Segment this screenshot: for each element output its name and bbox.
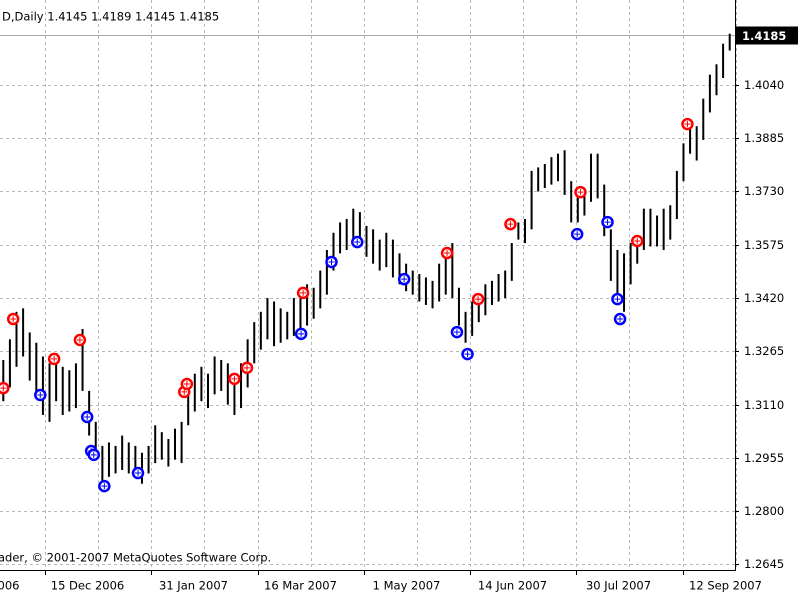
signal-cross xyxy=(135,470,142,477)
signal-cross xyxy=(76,337,83,344)
signal-cross xyxy=(401,276,408,283)
signal-cross xyxy=(453,329,460,336)
signal-cross xyxy=(298,330,305,337)
signal-cross xyxy=(101,483,108,490)
signal-marker xyxy=(296,286,310,300)
signal-cross xyxy=(444,250,451,257)
signal-cross xyxy=(84,414,91,421)
signal-marker xyxy=(0,381,10,395)
signal-cross xyxy=(475,296,482,303)
signal-cross xyxy=(300,289,307,296)
signal-marker xyxy=(6,312,20,326)
signal-cross xyxy=(684,121,691,128)
axes: 1.4040 1.3885 1.3730 1.3575 1.3420 1.3265 1.31… xyxy=(0,26,798,593)
signal-marker xyxy=(131,466,145,480)
y-tick-label: 1.2645 xyxy=(744,557,784,571)
y-tick-label: 1.3420 xyxy=(744,291,784,305)
signal-marker xyxy=(80,410,94,424)
signal-cross xyxy=(0,385,7,392)
x-tick-label: 14 Jun 2007 xyxy=(478,579,547,593)
signal-marker xyxy=(461,347,474,361)
signal-marker xyxy=(180,377,194,391)
x-tick-label: 006 xyxy=(0,579,19,593)
copyright: ader, © 2001-2007 MetaQuotes Software Co… xyxy=(0,551,271,565)
current-price-label: 1.4185 xyxy=(742,29,786,43)
signal-marker xyxy=(681,117,694,131)
current-price-box xyxy=(736,26,798,45)
y-tick-label: 1.3885 xyxy=(744,131,784,145)
signal-marker xyxy=(240,361,254,375)
signal-cross xyxy=(464,351,471,358)
chart-title: D,Daily 1.4145 1.4189 1.4145 1.4185 xyxy=(2,10,219,24)
x-tick-label: 1 May 2007 xyxy=(373,579,441,593)
signal-cross xyxy=(634,237,641,244)
signal-marker xyxy=(73,333,87,347)
y-tick-label: 1.3110 xyxy=(744,398,784,412)
signal-marker xyxy=(611,292,624,306)
signal-marker xyxy=(294,327,308,341)
signal-marker xyxy=(87,448,101,462)
signal-cross xyxy=(10,316,17,323)
signal-cross xyxy=(617,316,624,323)
signal-marker xyxy=(574,185,587,199)
signal-marker xyxy=(440,246,454,260)
signal-cross xyxy=(90,451,97,458)
signal-cross xyxy=(604,219,611,226)
signal-cross xyxy=(51,355,58,362)
x-tick-label: 15 Dec 2006 xyxy=(51,579,124,593)
signal-cross xyxy=(37,392,44,399)
y-tick-label: 1.3730 xyxy=(744,184,784,198)
y-tick-label: 1.2800 xyxy=(744,504,784,518)
signal-marker xyxy=(325,255,338,269)
signal-marker xyxy=(397,272,411,286)
signal-marker xyxy=(471,292,485,306)
signal-marker xyxy=(351,235,364,249)
signal-marker xyxy=(613,312,627,326)
grid xyxy=(0,0,737,570)
signal-marker xyxy=(601,215,614,229)
signal-cross xyxy=(231,375,238,382)
signal-cross xyxy=(328,258,335,265)
y-tick-label: 1.3575 xyxy=(744,238,784,252)
markers xyxy=(0,117,694,493)
y-tick-label: 1.4040 xyxy=(744,78,784,92)
y-tick-label: 1.3265 xyxy=(744,344,784,358)
signal-marker xyxy=(450,325,464,339)
x-tick-label: 16 Mar 2007 xyxy=(264,579,337,593)
signal-cross xyxy=(181,388,188,395)
x-tick-label: 30 Jul 2007 xyxy=(586,579,651,593)
signal-cross xyxy=(507,221,514,228)
signal-marker xyxy=(34,388,47,402)
signal-cross xyxy=(614,296,621,303)
signal-marker xyxy=(98,479,111,493)
signal-cross xyxy=(183,381,190,388)
x-tick-label: 12 Sep 2007 xyxy=(689,579,762,593)
signal-marker xyxy=(570,227,584,241)
x-tick-label: 31 Jan 2007 xyxy=(159,579,228,593)
signal-cross xyxy=(243,364,250,371)
signal-marker xyxy=(47,352,61,366)
y-tick-label: 1.2955 xyxy=(744,451,784,465)
signal-cross xyxy=(577,189,584,196)
signal-marker xyxy=(630,234,644,248)
signal-marker xyxy=(228,372,241,386)
signal-cross xyxy=(574,231,581,238)
signal-marker xyxy=(504,217,517,231)
signal-cross xyxy=(354,239,361,246)
bars xyxy=(2,33,731,484)
